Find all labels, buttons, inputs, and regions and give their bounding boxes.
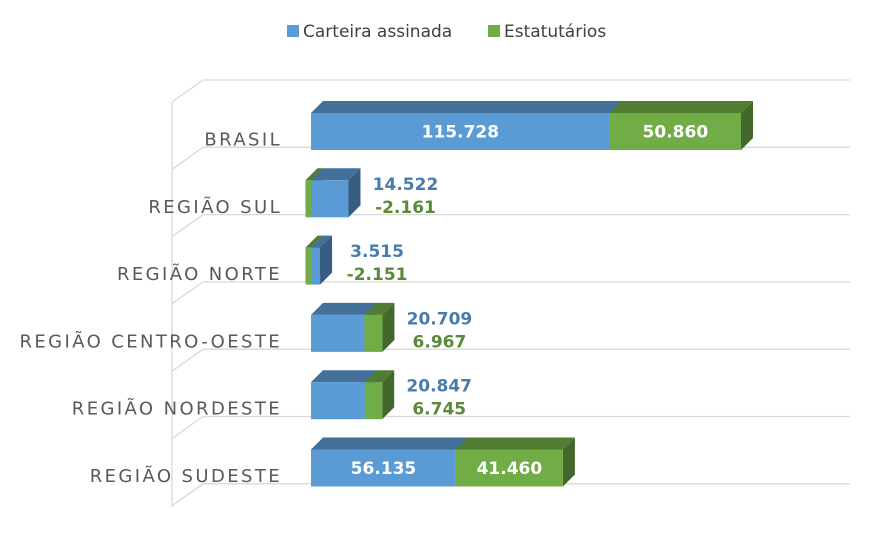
value-label: 20.709	[407, 309, 473, 329]
legend-swatch	[488, 25, 500, 37]
value-label: 56.135	[351, 459, 417, 479]
bar	[455, 437, 575, 487]
bar-top	[455, 437, 575, 450]
bar	[311, 168, 361, 218]
category-label: REGIÃO NORTE	[117, 263, 282, 285]
value-label: 3.515	[350, 242, 404, 262]
bar-side	[382, 302, 395, 352]
bar-front	[311, 449, 456, 487]
value-label: 6.745	[412, 400, 466, 420]
legend-label: Estatutários	[504, 22, 606, 42]
category-label: REGIÃO SUL	[148, 196, 282, 218]
bar-top	[311, 370, 377, 383]
bar-front	[311, 247, 321, 285]
bar-top	[311, 168, 361, 181]
bar-front	[311, 180, 349, 218]
value-label: 20.847	[406, 377, 472, 397]
bar-top	[305, 235, 323, 248]
category-label: REGIÃO CENTRO-OESTE	[19, 330, 282, 352]
bar-front	[455, 449, 563, 487]
floor-diag	[171, 79, 204, 103]
bar-front	[364, 314, 383, 352]
value-label: 115.728	[422, 123, 499, 143]
bar-front	[364, 382, 383, 420]
bar-front	[311, 382, 365, 420]
bar-front	[305, 247, 311, 285]
legend-label: Carteira assinada	[303, 22, 452, 42]
bar-side	[562, 437, 575, 487]
bar-top	[311, 101, 622, 113]
value-label: 14.522	[373, 175, 439, 195]
bar-top	[364, 302, 395, 315]
bar-top	[311, 235, 333, 248]
bar	[609, 101, 753, 150]
bar-top	[609, 101, 753, 113]
bar-side	[382, 370, 395, 420]
bar	[311, 302, 377, 352]
bar-top	[311, 302, 377, 315]
floor-diag	[171, 281, 204, 305]
bar-side	[348, 168, 361, 218]
bar-top	[305, 168, 323, 181]
floor-diag	[171, 146, 204, 170]
value-label: -2.161	[375, 198, 436, 218]
bar-front	[609, 113, 741, 150]
bar	[311, 235, 333, 285]
value-label: 50.860	[643, 123, 709, 143]
bar	[364, 370, 395, 420]
bar-top	[311, 437, 468, 450]
bar-front	[305, 180, 311, 218]
bar	[364, 302, 395, 352]
bar-side	[320, 235, 333, 285]
category-label: REGIÃO NORDESTE	[72, 398, 282, 420]
bar-front	[311, 314, 365, 352]
floor-diag	[171, 214, 204, 238]
value-label: -2.151	[347, 265, 408, 285]
legend-swatch	[287, 25, 299, 37]
value-label: 6.967	[413, 332, 467, 352]
bar-top	[364, 370, 395, 383]
floor-diag	[171, 348, 204, 372]
floor-diag	[171, 415, 204, 440]
value-label: 41.460	[477, 459, 543, 479]
category-label: REGIÃO SUDESTE	[90, 465, 282, 487]
bar-side	[741, 101, 753, 150]
category-label: BRASIL	[204, 130, 282, 151]
floor-diag	[171, 483, 204, 507]
bar-front	[311, 113, 610, 150]
